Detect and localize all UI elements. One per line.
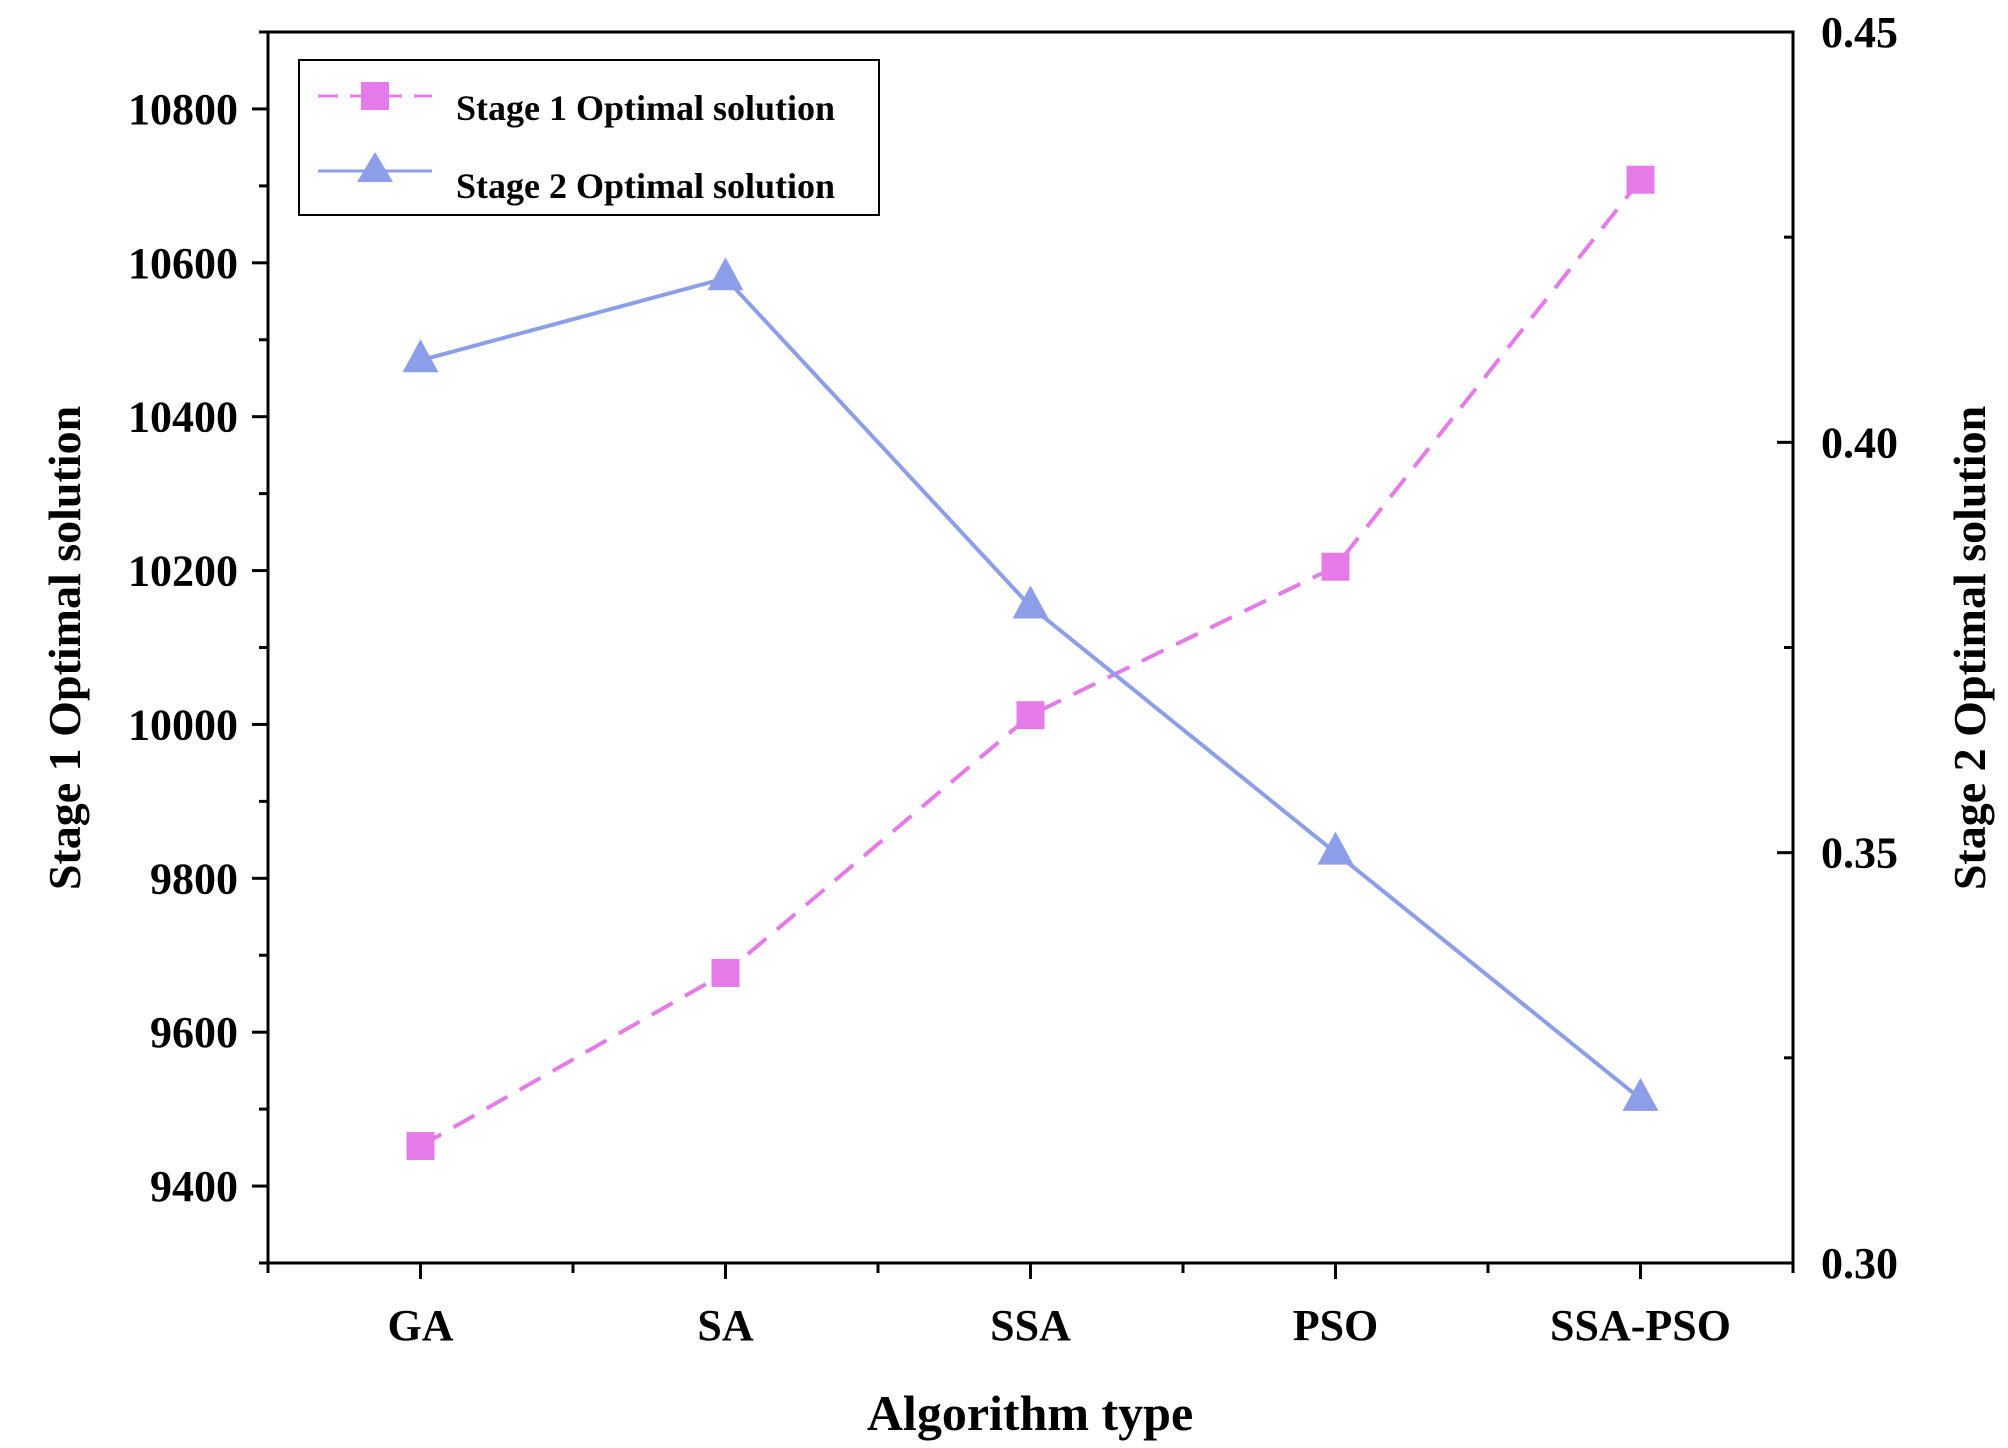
x-tick-label: SSA [990, 1301, 1071, 1350]
x-tick-label: SA [697, 1301, 753, 1350]
series-point-square [711, 958, 740, 987]
legend: Stage 1 Optimal solution Stage 2 Optimal… [298, 59, 880, 216]
left-axis-ticks: 9400 9600 9800 10000 10200 10400 10600 10800 [128, 30, 268, 1265]
series-point-square [1016, 701, 1045, 730]
left-tick-label: 10000 [128, 700, 238, 749]
series-line [419, 275, 1642, 1101]
right-tick-label: 0.45 [1821, 8, 1898, 57]
series-point-triangle [1012, 585, 1049, 619]
x-tick-label: PSO [1293, 1301, 1379, 1350]
left-tick-label: 10800 [128, 85, 238, 134]
left-tick-label: 10600 [128, 239, 238, 288]
right-tick-label: 0.40 [1821, 418, 1898, 467]
series-point-triangle [1317, 831, 1354, 865]
plot-frame [266, 30, 1795, 1265]
legend-label-stage1: Stage 1 Optimal solution [456, 88, 835, 128]
left-tick-label: 9600 [150, 1008, 238, 1057]
x-tick-label: GA [388, 1301, 454, 1350]
legend-marker-stage2 [357, 152, 393, 182]
right-axis-ticks: 0.30 0.35 0.40 0.45 [1777, 8, 1898, 1288]
y-axis-right-title: Stage 2 Optimal solution [1944, 406, 1995, 890]
series-point-square [1626, 165, 1655, 194]
x-axis-title: Algorithm type [867, 1385, 1193, 1441]
series-point-triangle [402, 339, 439, 373]
legend-box [298, 59, 880, 216]
left-tick-label: 10200 [128, 547, 238, 596]
x-tick-label: SSA-PSO [1550, 1301, 1731, 1350]
left-tick-label: 9800 [150, 854, 238, 903]
series-point-square [1321, 552, 1350, 581]
series-line [419, 178, 1643, 1148]
x-axis-ticks: GA SA SSA PSO SSA-PSO [266, 1263, 1795, 1350]
series-layer [402, 165, 1659, 1161]
series-point-square [406, 1132, 435, 1161]
right-tick-label: 0.30 [1821, 1239, 1898, 1288]
y-axis-left-title: Stage 1 Optimal solution [39, 406, 90, 890]
legend-marker-stage1 [361, 82, 389, 110]
legend-label-stage2: Stage 2 Optimal solution [456, 166, 835, 206]
left-tick-label: 9400 [150, 1162, 238, 1211]
left-tick-label: 10400 [128, 393, 238, 442]
series-point-triangle [707, 257, 744, 291]
right-tick-label: 0.35 [1821, 829, 1898, 878]
series-point-triangle [1622, 1077, 1659, 1111]
